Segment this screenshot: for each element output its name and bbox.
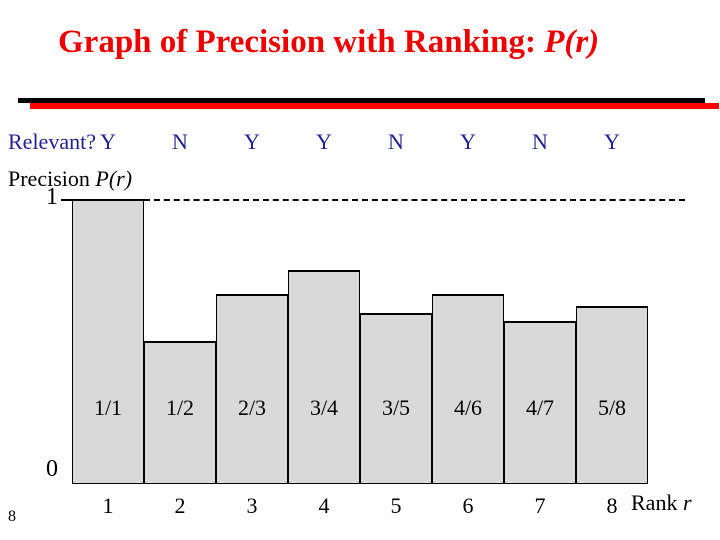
relevance-mark-5: N: [388, 129, 404, 154]
y-axis-title-text: Precision: [8, 166, 96, 191]
y-axis-tick-label-1: 1: [46, 184, 58, 210]
x-axis-tick-label-4: 4: [318, 493, 330, 518]
relevance-mark-7: N: [532, 129, 548, 154]
x-axis-tick-label-5: 5: [390, 493, 402, 518]
relevance-mark-1: Y: [100, 129, 116, 154]
slide-number: 8: [8, 508, 16, 525]
x-axis-tick-label-8: 8: [606, 493, 618, 518]
precision-bar-1: [72, 199, 144, 484]
x-axis-row: Rank r 1 2 3 4 5 6 7 8: [0, 490, 720, 521]
slide-title-math: P(r): [544, 24, 600, 60]
precision-bar-value-label: 2/3: [237, 395, 267, 420]
slide-title-text: Graph of Precision with Ranking:: [58, 24, 545, 60]
relevance-row: Relevant? Y N Y Y N Y N Y: [0, 129, 720, 157]
precision-bar-4: [288, 270, 360, 484]
relevance-mark-4: Y: [316, 129, 332, 154]
y-axis-tick-label-0: 0: [46, 456, 58, 482]
y-axis-tick-mark: [61, 199, 72, 201]
divider-rule-red: [30, 103, 719, 109]
precision-bar-value-label: 1/2: [165, 395, 195, 420]
slide-title: Graph of Precision with Ranking: P(r): [58, 24, 698, 61]
x-axis-title: Rank r: [631, 490, 692, 516]
x-axis-tick-label-7: 7: [534, 493, 546, 518]
precision-bar-8: [576, 306, 648, 484]
relevance-mark-8: Y: [604, 129, 620, 154]
divider-rule-black: [18, 98, 705, 103]
precision-bar-7: [504, 321, 576, 484]
precision-bar-value-label: 4/7: [525, 395, 555, 420]
relevance-mark-2: N: [172, 129, 188, 154]
precision-bar-6: [432, 294, 504, 484]
precision-bar-3: [216, 294, 288, 484]
x-axis-title-math: r: [682, 490, 692, 515]
precision-bar-value-label: 4/6: [453, 395, 483, 420]
precision-bar-5: [360, 313, 432, 484]
precision-bar-value-label: 1/1: [93, 395, 123, 420]
precision-bar-value-label: 3/4: [309, 395, 339, 420]
x-axis-tick-label-3: 3: [246, 493, 258, 518]
x-axis-tick-label-6: 6: [462, 493, 474, 518]
precision-chart: [72, 199, 648, 484]
y-axis-title: Precision P(r): [8, 166, 132, 192]
reference-line-precision-1: [144, 199, 685, 201]
x-axis-title-text: Rank: [631, 490, 683, 515]
relevance-row-label: Relevant?: [8, 129, 96, 154]
x-axis-tick-label-1: 1: [102, 493, 114, 518]
precision-bar-2: [144, 341, 216, 484]
x-axis-tick-label-2: 2: [174, 493, 186, 518]
relevance-mark-3: Y: [244, 129, 260, 154]
precision-bar-value-label: 3/5: [381, 395, 411, 420]
precision-bar-value-label: 5/8: [597, 395, 627, 420]
y-axis-title-math: P(r): [95, 166, 133, 191]
relevance-mark-6: Y: [460, 129, 476, 154]
